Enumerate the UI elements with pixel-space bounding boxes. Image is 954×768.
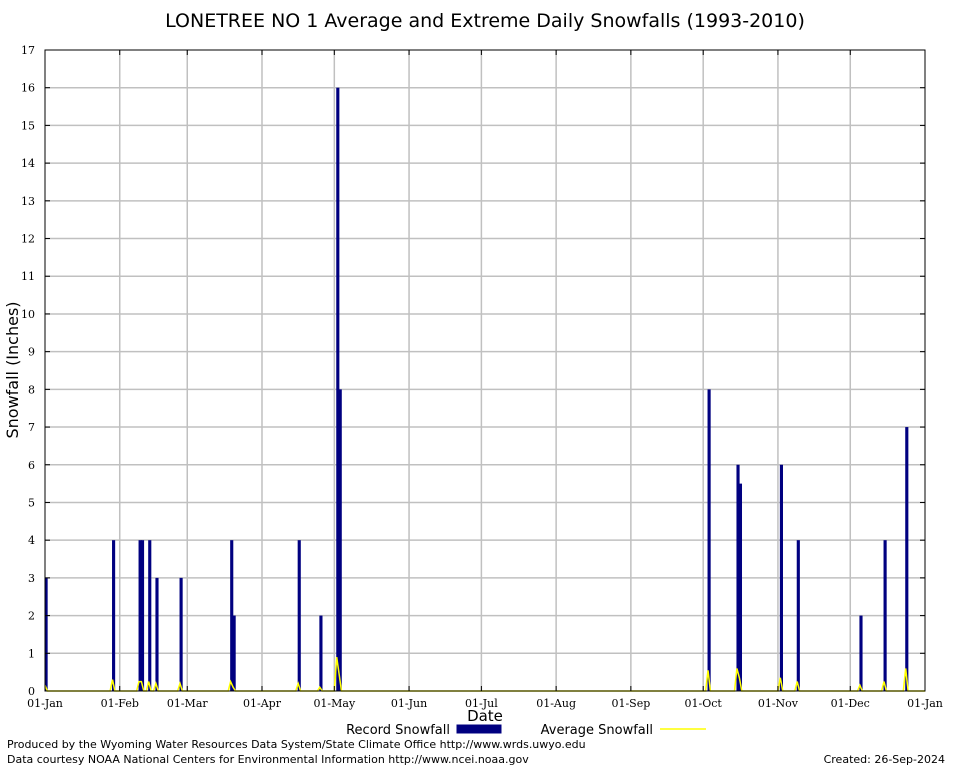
- record-snowfall-bar: [883, 540, 887, 691]
- x-axis-ticks: 01-Jan 01-Feb 01-Mar 01-Apr 01-May 01-Jun 01-J…: [27, 50, 943, 710]
- y-tick-label: 15: [21, 119, 35, 132]
- x-tick-label: 01-Apr: [243, 697, 282, 710]
- x-tick-label: 01-Nov: [758, 697, 799, 710]
- x-tick-label: 01-May: [313, 697, 356, 710]
- x-tick-label: 01-Jan: [907, 697, 943, 710]
- y-tick-label: 8: [28, 383, 35, 396]
- legend-record-swatch: [456, 724, 502, 734]
- legend: Record Snowfall Average Snowfall: [346, 723, 706, 738]
- y-tick-label: 16: [21, 82, 35, 95]
- y-tick-label: 13: [21, 195, 35, 208]
- record-snowfall-bar: [859, 615, 863, 691]
- record-snowfall-bar: [148, 540, 152, 691]
- record-snowfall-bar: [155, 577, 159, 691]
- x-tick-label: 01-Jan: [27, 697, 63, 710]
- y-tick-label: 6: [28, 459, 35, 472]
- y-tick-label: 10: [21, 308, 35, 321]
- y-tick-label: 14: [21, 157, 35, 170]
- plot-frame: [44, 49, 926, 692]
- chart-title: LONETREE NO 1 Average and Extreme Daily …: [165, 10, 805, 32]
- y-tick-label: 11: [21, 270, 35, 283]
- record-snowfall-bar: [338, 389, 342, 691]
- y-tick-label: 5: [28, 496, 35, 509]
- record-snowfall-bar: [779, 464, 783, 691]
- y-tick-label: 17: [21, 44, 35, 57]
- x-tick-label: 01-Feb: [101, 697, 139, 710]
- footer-created: Created: 26-Sep-2024: [824, 753, 945, 766]
- y-tick-label: 3: [28, 572, 35, 585]
- x-tick-label: 01-Aug: [536, 697, 576, 710]
- y-tick-label: 4: [28, 534, 35, 547]
- record-snowfall-bar: [738, 483, 743, 691]
- y-tick-label: 7: [28, 421, 35, 434]
- record-snowfall-bar: [736, 464, 740, 691]
- record-snowfall-bar: [140, 540, 145, 691]
- x-tick-label: 01-Jun: [391, 697, 427, 710]
- y-tick-label: 12: [21, 233, 35, 246]
- record-snowfall-bar: [336, 87, 340, 692]
- legend-average-label: Average Snowfall: [541, 723, 653, 738]
- record-snowfall-bars: [44, 87, 909, 692]
- record-snowfall-bar: [319, 615, 323, 691]
- record-snowfall-bar: [707, 389, 711, 691]
- y-tick-label: 2: [28, 610, 35, 623]
- y-tick-label: 1: [28, 647, 35, 660]
- x-tick-label: 01-Jul: [465, 697, 498, 710]
- y-tick-label: 0: [28, 685, 35, 698]
- record-snowfall-bar: [905, 427, 909, 691]
- record-snowfall-bar: [138, 540, 142, 691]
- footer-data-courtesy: Data courtesy NOAA National Centers for …: [7, 753, 529, 766]
- x-tick-label: 01-Dec: [831, 697, 870, 710]
- footer-produced-by: Produced by the Wyoming Water Resources …: [7, 738, 586, 751]
- x-tick-label: 01-Oct: [685, 697, 723, 710]
- record-snowfall-bar: [297, 540, 301, 691]
- record-snowfall-bar: [179, 577, 183, 691]
- gridlines: [45, 50, 925, 691]
- x-tick-label: 01-Sep: [611, 697, 650, 710]
- legend-record-label: Record Snowfall: [346, 723, 450, 738]
- x-axis-label: Date: [467, 707, 503, 725]
- record-snowfall-bar: [796, 540, 800, 691]
- record-snowfall-bar: [230, 540, 234, 691]
- record-snowfall-bar: [44, 577, 48, 691]
- record-snowfall-bar: [112, 540, 116, 691]
- y-axis-label: Snowfall (Inches): [3, 301, 22, 438]
- record-snowfall-bar: [232, 615, 236, 691]
- y-tick-label: 9: [28, 346, 35, 359]
- x-tick-label: 01-Mar: [167, 697, 209, 710]
